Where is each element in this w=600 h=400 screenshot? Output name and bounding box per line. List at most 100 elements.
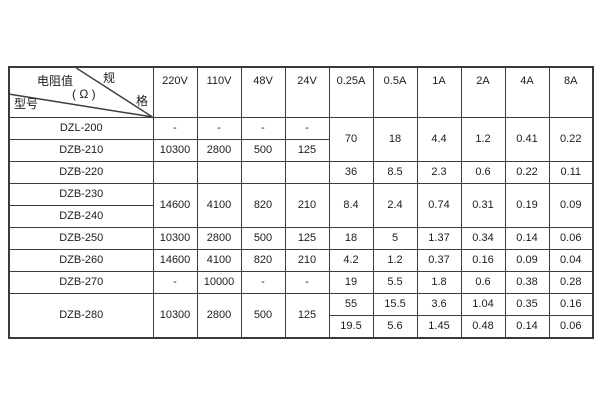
dzb250-8a: 0.06	[548, 227, 594, 250]
dzb210-110v: 2800	[196, 139, 242, 162]
table-row-dzb270: DZB-270 - 10000 - - 19 5.5 1.8 0.6 0.38 …	[8, 271, 594, 294]
model-dzb280: DZB-280	[8, 293, 154, 339]
model-dzb250: DZB-250	[8, 227, 154, 250]
dzb230-240-24v: 210	[284, 183, 330, 228]
dzb270-8a: 0.28	[548, 271, 594, 294]
model-dzb210: DZB-210	[8, 139, 154, 162]
dzb260-1a: 0.37	[416, 249, 462, 272]
column-header-2a: 2A	[460, 66, 506, 118]
dzl200-dzb210-0-25a: 70	[328, 117, 374, 162]
dzb280b-2a: 0.48	[460, 315, 506, 339]
column-header-220v: 220V	[152, 66, 198, 118]
dzb210-48v: 500	[240, 139, 286, 162]
dzb260-2a: 0.16	[460, 249, 506, 272]
dzb210-24v: 125	[284, 139, 330, 162]
dzb280-48v: 500	[240, 293, 286, 339]
diagonal-divider-lines	[10, 68, 152, 117]
dzb280b-1a: 1.45	[416, 315, 462, 339]
dzl200-dzb210-8a: 0.22	[548, 117, 594, 162]
dzb280-1a: 3.6	[416, 293, 462, 316]
dzb220-1a: 2.3	[416, 161, 462, 184]
dzb270-0-25a: 19	[328, 271, 374, 294]
dzb220-0-5a: 8.5	[372, 161, 418, 184]
table-row-dzb260: DZB-260 14600 4100 820 210 4.2 1.2 0.37 …	[8, 249, 594, 272]
spec-table: 电阻值 ( Ω ) 规 格 型号 220V 110V 48V 24V 0.25A…	[8, 66, 594, 339]
dzb270-48v: -	[240, 271, 286, 294]
dzb250-0-25a: 18	[328, 227, 374, 250]
dzb210-220v: 10300	[152, 139, 198, 162]
dzb220-24v	[284, 161, 330, 184]
dzb220-2a: 0.6	[460, 161, 506, 184]
dzb220-48v	[240, 161, 286, 184]
column-header-48v: 48V	[240, 66, 286, 118]
model-dzb230: DZB-230	[8, 183, 154, 206]
dzb230-240-4a: 0.19	[504, 183, 550, 228]
dzb260-8a: 0.04	[548, 249, 594, 272]
dzb280-0-5a: 15.5	[372, 293, 418, 316]
dzl200-110v: -	[196, 117, 242, 140]
column-header-110v: 110V	[196, 66, 242, 118]
dzb250-4a: 0.14	[504, 227, 550, 250]
table-row-dzb220: DZB-220 36 8.5 2.3 0.6 0.22 0.11	[8, 161, 594, 184]
dzb280-110v: 2800	[196, 293, 242, 339]
dzb270-220v: -	[152, 271, 198, 294]
dzb280b-0-5a: 5.6	[372, 315, 418, 339]
dzl200-dzb210-2a: 1.2	[460, 117, 506, 162]
dzb280b-8a: 0.06	[548, 315, 594, 339]
dzb280-4a: 0.35	[504, 293, 550, 316]
dzb250-24v: 125	[284, 227, 330, 250]
column-header-4a: 4A	[504, 66, 550, 118]
dzb230-240-2a: 0.31	[460, 183, 506, 228]
dzb220-220v	[152, 161, 198, 184]
dzb230-240-220v: 14600	[152, 183, 198, 228]
dzb280-0-25a: 55	[328, 293, 374, 316]
header-row: 电阻值 ( Ω ) 规 格 型号 220V 110V 48V 24V 0.25A…	[8, 66, 594, 118]
model-dzb260: DZB-260	[8, 249, 154, 272]
dzb280-24v: 125	[284, 293, 330, 339]
dzb270-4a: 0.38	[504, 271, 550, 294]
table-row-dzb210: DZB-210 10300 2800 500 125	[8, 139, 593, 162]
model-dzb270: DZB-270	[8, 271, 154, 294]
dzb280-220v: 10300	[152, 293, 198, 339]
dzb230-240-1a: 0.74	[416, 183, 462, 228]
model-label: 型号	[14, 97, 39, 111]
column-header-0-25a: 0.25A	[328, 66, 374, 118]
dzb250-110v: 2800	[196, 227, 242, 250]
column-header-8a: 8A	[548, 66, 594, 118]
dzb220-110v	[196, 161, 242, 184]
dzb270-0-5a: 5.5	[372, 271, 418, 294]
dzb260-4a: 0.09	[504, 249, 550, 272]
dzl200-48v: -	[240, 117, 286, 140]
table-row-dzb280-second: 19.5 5.6 1.45 0.48 0.14 0.06	[9, 315, 594, 339]
model-dzl200: DZL-200	[8, 117, 154, 140]
dzb260-24v: 210	[284, 249, 330, 272]
dzb250-48v: 500	[240, 227, 286, 250]
resistance-label: 电阻值	[37, 74, 74, 88]
dzb270-110v: 10000	[196, 271, 242, 294]
dzb230-240-48v: 820	[240, 183, 286, 228]
spec-label-top: 规	[103, 71, 116, 85]
column-header-1a: 1A	[416, 66, 462, 118]
dzb220-4a: 0.22	[504, 161, 550, 184]
model-dzb220: DZB-220	[8, 161, 154, 184]
dzb230-240-0-5a: 2.4	[372, 183, 418, 228]
dzb250-220v: 10300	[152, 227, 198, 250]
dzb220-0-25a: 36	[328, 161, 374, 184]
dzb280-2a: 1.04	[460, 293, 506, 316]
dzl200-dzb210-0-5a: 18	[372, 117, 418, 162]
column-header-24v: 24V	[284, 66, 330, 118]
model-dzb240: DZB-240	[8, 205, 154, 228]
table-row-dzb250: DZB-250 10300 2800 500 125 18 5 1.37 0.3…	[8, 227, 594, 250]
dzb260-48v: 820	[240, 249, 286, 272]
dzb270-24v: -	[284, 271, 330, 294]
dzb280b-4a: 0.14	[504, 315, 550, 339]
dzb230-240-110v: 4100	[196, 183, 242, 228]
dzb260-220v: 14600	[152, 249, 198, 272]
dzb280b-0-25a: 19.5	[328, 315, 374, 339]
dzb260-0-5a: 1.2	[372, 249, 418, 272]
dzb270-1a: 1.8	[416, 271, 462, 294]
dzb270-2a: 0.6	[460, 271, 506, 294]
dzb220-8a: 0.11	[548, 161, 594, 184]
dzl200-220v: -	[152, 117, 198, 140]
table-row-dzb280: DZB-280 10300 2800 500 125 55 15.5 3.6 1…	[8, 293, 594, 339]
